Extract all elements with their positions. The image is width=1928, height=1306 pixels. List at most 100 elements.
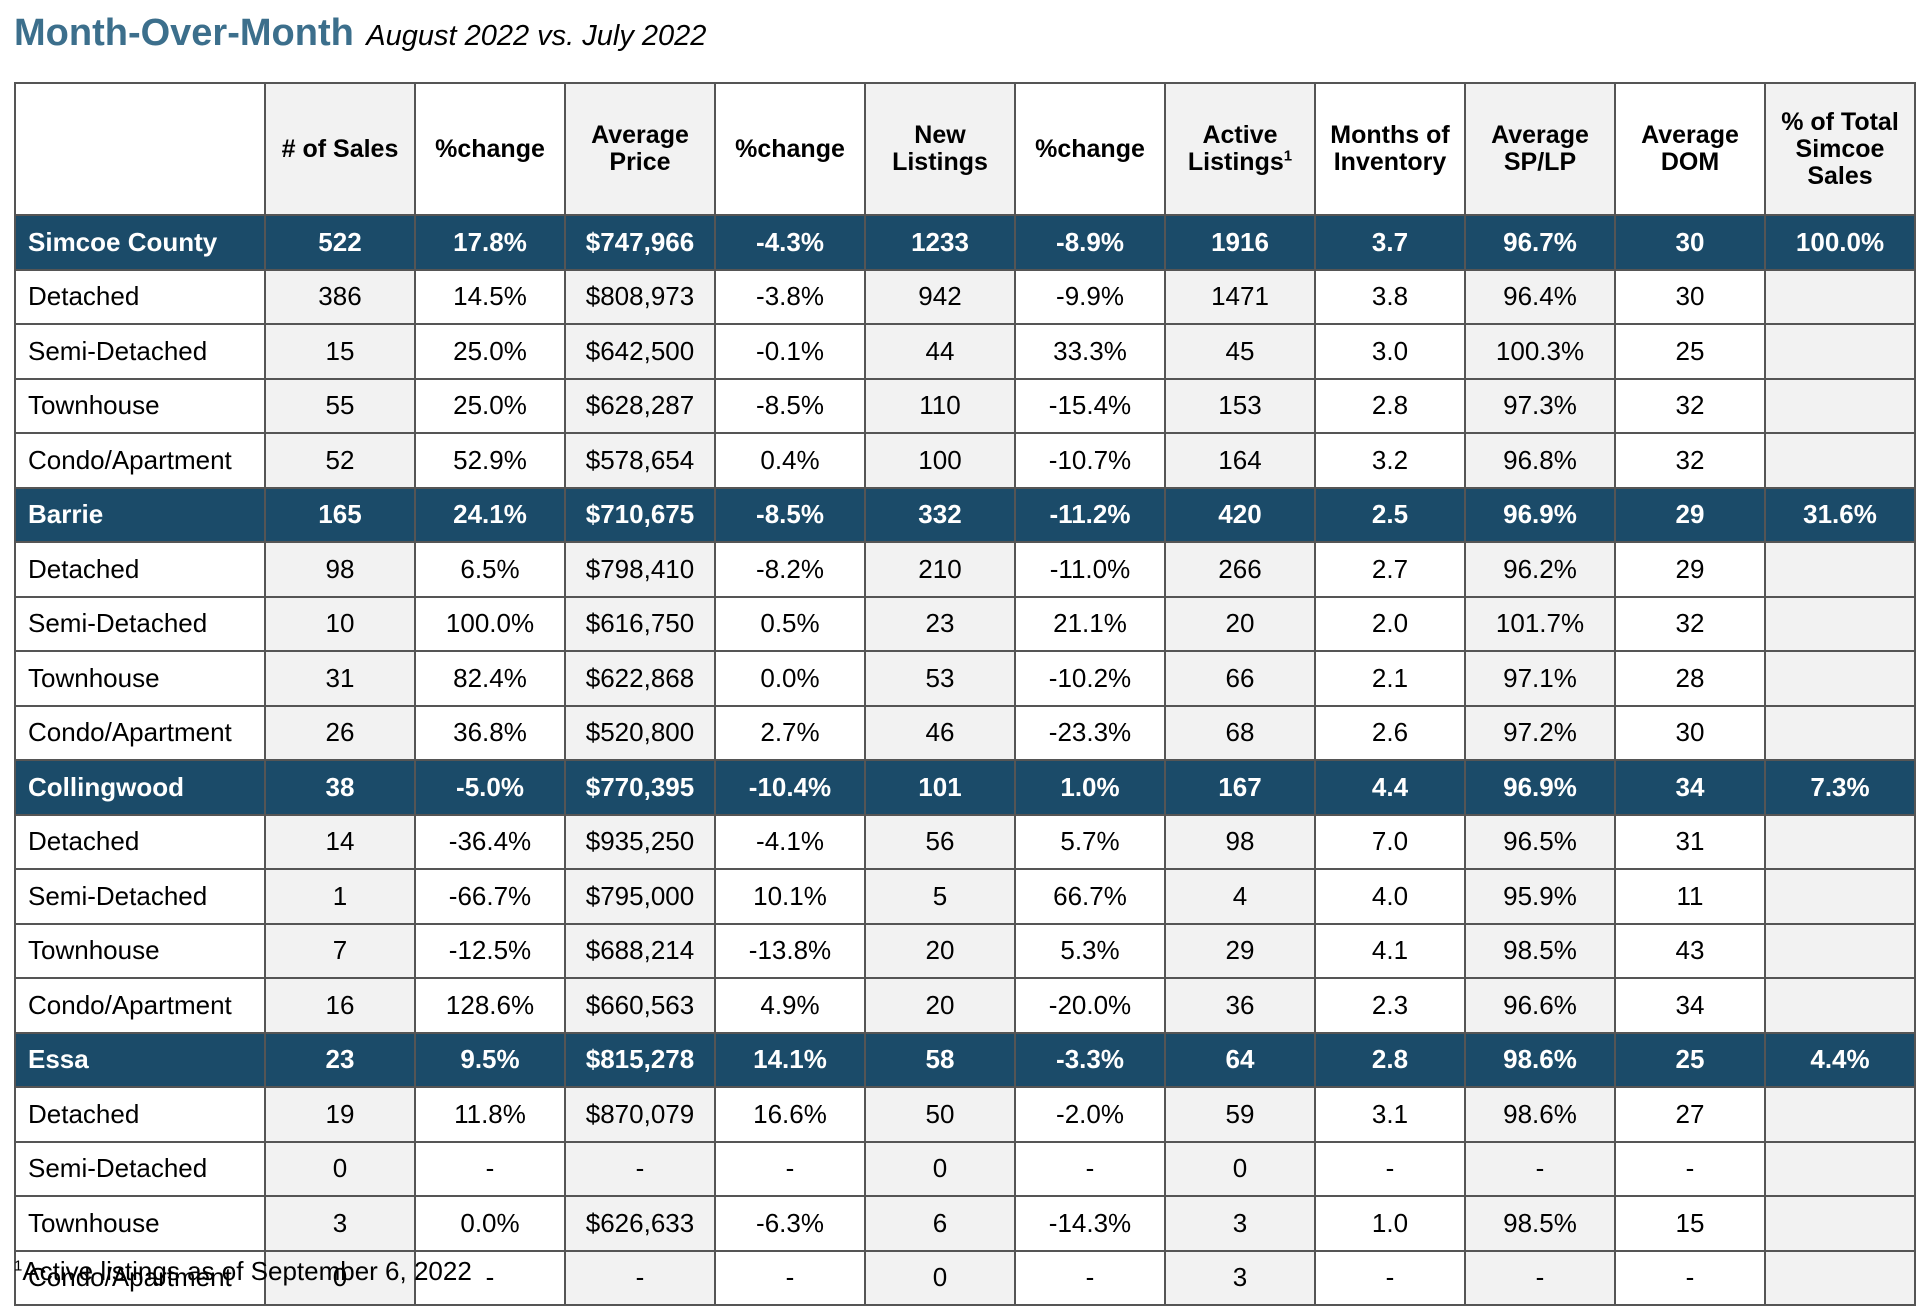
cell-listings-change: - xyxy=(1014,1249,1166,1306)
cell-average-price: $628,287 xyxy=(564,377,716,434)
header-cell-average-splp: Average SP/LP xyxy=(1464,82,1616,216)
page-title-row: Month-Over-Month August 2022 vs. July 20… xyxy=(14,12,706,55)
cell-pct-total: 4.4% xyxy=(1764,1031,1916,1088)
cell-average-dom: 29 xyxy=(1614,541,1766,598)
header-cell-pct-total: % of Total Simcoe Sales xyxy=(1764,82,1916,216)
cell-listings-change: 21.1% xyxy=(1014,595,1166,652)
cell-type: Condo/Apartment xyxy=(14,977,266,1034)
cell-average-splp: 96.8% xyxy=(1464,432,1616,489)
table-row: Detached 386 14.5% $808,973 -3.8% 942 -9.9% 147… xyxy=(14,268,1916,325)
cell-active-listings: 29 xyxy=(1164,922,1316,979)
cell-months-inventory: 3.0 xyxy=(1314,323,1466,380)
cell-months-inventory: 1.0 xyxy=(1314,1195,1466,1252)
cell-num-sales: 15 xyxy=(264,323,416,380)
cell-pct-total xyxy=(1764,922,1916,979)
cell-average-price: $808,973 xyxy=(564,268,716,325)
cell-sales-change: 25.0% xyxy=(414,323,566,380)
cell-average-dom: 34 xyxy=(1614,977,1766,1034)
cell-pct-total: 7.3% xyxy=(1764,759,1916,816)
cell-average-price: $626,633 xyxy=(564,1195,716,1252)
cell-price-change: -8.5% xyxy=(714,377,866,434)
cell-type: Semi-Detached xyxy=(14,595,266,652)
cell-average-dom: 25 xyxy=(1614,1031,1766,1088)
cell-months-inventory: 3.7 xyxy=(1314,214,1466,271)
cell-price-change: 0.5% xyxy=(714,595,866,652)
header-cell-price-change: %change xyxy=(714,82,866,216)
cell-num-sales: 522 xyxy=(264,214,416,271)
cell-average-splp: - xyxy=(1464,1140,1616,1197)
cell-sales-change: -36.4% xyxy=(414,813,566,870)
cell-average-dom: 30 xyxy=(1614,268,1766,325)
cell-price-change: 10.1% xyxy=(714,868,866,925)
cell-num-sales: 38 xyxy=(264,759,416,816)
cell-average-splp: 98.6% xyxy=(1464,1031,1616,1088)
cell-average-splp: 96.7% xyxy=(1464,214,1616,271)
cell-pct-total xyxy=(1764,813,1916,870)
cell-listings-change: -10.2% xyxy=(1014,650,1166,707)
cell-pct-total xyxy=(1764,1140,1916,1197)
cell-active-listings: 64 xyxy=(1164,1031,1316,1088)
cell-num-sales: 52 xyxy=(264,432,416,489)
cell-average-price: $747,966 xyxy=(564,214,716,271)
cell-average-splp: 100.3% xyxy=(1464,323,1616,380)
cell-average-dom: 30 xyxy=(1614,214,1766,271)
footnote-marker: 1 xyxy=(1283,147,1293,165)
cell-months-inventory: 3.1 xyxy=(1314,1086,1466,1143)
cell-months-inventory: 3.8 xyxy=(1314,268,1466,325)
cell-average-splp: 98.6% xyxy=(1464,1086,1616,1143)
cell-listings-change: 5.7% xyxy=(1014,813,1166,870)
cell-listings-change: - xyxy=(1014,1140,1166,1197)
table-row: Townhouse 55 25.0% $628,287 -8.5% 110 -15.4% 15… xyxy=(14,377,1916,434)
cell-months-inventory: 2.5 xyxy=(1314,486,1466,543)
cell-type: Semi-Detached xyxy=(14,868,266,925)
region-row: Simcoe County 522 17.8% $747,966 -4.3% 1233 -8… xyxy=(14,214,1916,271)
region-row: Barrie 165 24.1% $710,675 -8.5% 332 -11.2% 420 2… xyxy=(14,486,1916,543)
header-cell-sales-change: %change xyxy=(414,82,566,216)
cell-listings-change: -9.9% xyxy=(1014,268,1166,325)
cell-type: Detached xyxy=(14,813,266,870)
cell-sales-change: 52.9% xyxy=(414,432,566,489)
cell-months-inventory: 4.1 xyxy=(1314,922,1466,979)
cell-average-splp: 97.3% xyxy=(1464,377,1616,434)
cell-sales-change: 11.8% xyxy=(414,1086,566,1143)
cell-new-listings: 5 xyxy=(864,868,1016,925)
cell-listings-change: -23.3% xyxy=(1014,704,1166,761)
cell-months-inventory: 2.8 xyxy=(1314,1031,1466,1088)
cell-price-change: - xyxy=(714,1140,866,1197)
cell-sales-change: 9.5% xyxy=(414,1031,566,1088)
table-row: Semi-Detached 15 25.0% $642,500 -0.1% 44 33.3%… xyxy=(14,323,1916,380)
cell-sales-change: 128.6% xyxy=(414,977,566,1034)
cell-average-dom: 11 xyxy=(1614,868,1766,925)
cell-num-sales: 23 xyxy=(264,1031,416,1088)
header-cell-blank xyxy=(14,82,266,216)
cell-price-change: -8.2% xyxy=(714,541,866,598)
cell-num-sales: 1 xyxy=(264,868,416,925)
cell-average-price: $815,278 xyxy=(564,1031,716,1088)
region-row: Essa 23 9.5% $815,278 14.1% 58 -3.3% 64 2.8 98.6%… xyxy=(14,1031,1916,1088)
cell-type: Simcoe County xyxy=(14,214,266,271)
cell-price-change: -10.4% xyxy=(714,759,866,816)
cell-pct-total xyxy=(1764,432,1916,489)
header-cell-average-price: Average Price xyxy=(564,82,716,216)
cell-average-dom: 34 xyxy=(1614,759,1766,816)
cell-price-change: 14.1% xyxy=(714,1031,866,1088)
cell-pct-total xyxy=(1764,323,1916,380)
cell-active-listings: 36 xyxy=(1164,977,1316,1034)
cell-pct-total xyxy=(1764,541,1916,598)
cell-average-dom: 32 xyxy=(1614,377,1766,434)
cell-sales-change: -66.7% xyxy=(414,868,566,925)
table-row: Semi-Detached 1 -66.7% $795,000 10.1% 5 66.7% 4… xyxy=(14,868,1916,925)
cell-sales-change: -12.5% xyxy=(414,922,566,979)
cell-new-listings: 100 xyxy=(864,432,1016,489)
cell-new-listings: 210 xyxy=(864,541,1016,598)
cell-type: Townhouse xyxy=(14,377,266,434)
cell-type: Townhouse xyxy=(14,1195,266,1252)
cell-type: Detached xyxy=(14,268,266,325)
cell-listings-change: -2.0% xyxy=(1014,1086,1166,1143)
table-body: Simcoe County 522 17.8% $747,966 -4.3% 1233 -8… xyxy=(14,214,1916,1306)
cell-num-sales: 98 xyxy=(264,541,416,598)
cell-sales-change: 0.0% xyxy=(414,1195,566,1252)
header-cell-average-dom: Average DOM xyxy=(1614,82,1766,216)
cell-average-price: $616,750 xyxy=(564,595,716,652)
cell-average-dom: 25 xyxy=(1614,323,1766,380)
